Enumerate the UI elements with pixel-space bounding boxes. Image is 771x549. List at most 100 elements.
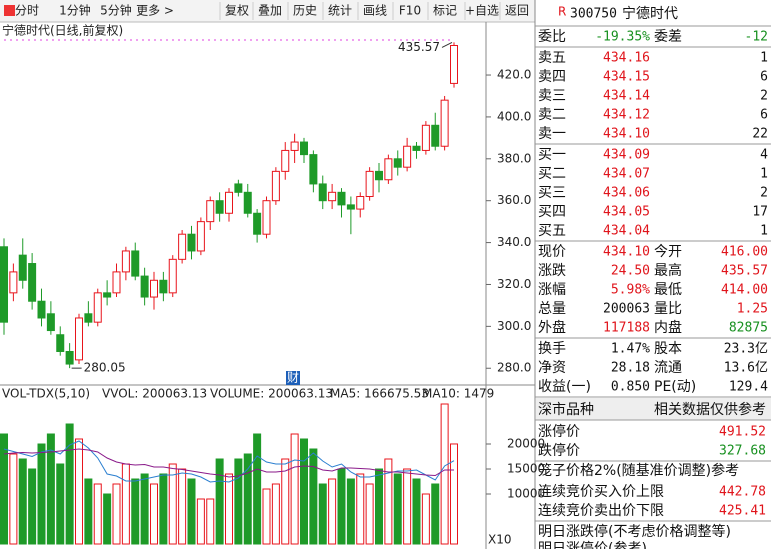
- candle-body: [337, 191, 346, 206]
- label: 买四: [538, 204, 566, 220]
- candle-body: [253, 212, 262, 235]
- candle-body: [178, 233, 187, 260]
- toolbar-button[interactable]: 1分钟: [59, 3, 91, 18]
- volume-bar: [112, 483, 121, 545]
- volume-bar: [356, 473, 365, 545]
- volume-bar: [150, 483, 158, 545]
- candle-body: [9, 271, 18, 294]
- volume-bar: [375, 468, 383, 545]
- toolbar-button[interactable]: 画线: [363, 4, 387, 18]
- volume: 1: [760, 167, 768, 182]
- toolbar-button[interactable]: 返回: [505, 4, 529, 18]
- label: 今开: [654, 244, 682, 260]
- label: 买五: [538, 223, 566, 239]
- toolbar-button[interactable]: 历史: [293, 4, 317, 18]
- volume: 6: [760, 70, 768, 85]
- marker-box[interactable]: [286, 371, 300, 385]
- price: 434.10: [603, 127, 650, 142]
- volume: 2: [760, 186, 768, 201]
- marker[interactable]: 财: [287, 371, 299, 385]
- price: 434.07: [603, 167, 650, 182]
- price: 434.04: [603, 224, 650, 239]
- toolbar-button[interactable]: 5分钟: [100, 3, 132, 18]
- volume-bar: [234, 458, 243, 545]
- value: 28.18: [611, 361, 650, 376]
- candle-body: [346, 204, 355, 210]
- candle-body: [65, 350, 74, 365]
- candle-body: [215, 200, 224, 214]
- value: -19.35%: [595, 30, 650, 45]
- ma-line: [3, 448, 455, 478]
- candle-body: [187, 233, 196, 252]
- candle-body: [206, 200, 215, 223]
- volume-bar: [103, 493, 112, 545]
- value: 442.78: [719, 485, 766, 500]
- y-tick-label: 340.0: [497, 235, 531, 249]
- candle-body: [243, 191, 252, 214]
- toolbar-button[interactable]: 更多 >: [136, 4, 174, 18]
- label: 净资: [538, 360, 566, 376]
- high-pointer: [441, 41, 453, 48]
- price: 434.06: [603, 186, 650, 201]
- value: 1.25: [737, 302, 768, 317]
- y-tick-label: 320.0: [497, 277, 531, 291]
- candle-body: [421, 124, 430, 151]
- candle-body: [431, 124, 440, 147]
- y-tick-label: 300.0: [497, 319, 531, 333]
- candle-body: [375, 170, 383, 181]
- vol-header: VOL-TDX(5,10): [2, 387, 90, 401]
- value: 24.50: [611, 264, 650, 279]
- y-tick-label: 10000: [507, 487, 545, 501]
- volume-bar: [187, 478, 196, 545]
- candle-body: [262, 200, 271, 235]
- volume-bar: [403, 468, 412, 545]
- volume-bar: [243, 453, 252, 545]
- volume-bar: [337, 468, 346, 545]
- label: 外盘: [538, 319, 566, 336]
- volume-bar: [262, 488, 271, 545]
- volume-bar: [253, 433, 262, 545]
- y-tick-label: 280.0: [497, 361, 531, 375]
- value: 414.00: [721, 283, 768, 298]
- volume-bar: [131, 478, 140, 545]
- volume: 6: [760, 108, 768, 123]
- toolbar-button[interactable]: 统计: [328, 4, 352, 18]
- high-label: 435.57: [398, 40, 440, 54]
- value: -12: [745, 30, 768, 45]
- market-note: 相关数据仅供参考: [654, 401, 766, 418]
- toolbar-button[interactable]: +自选: [465, 4, 499, 18]
- toolbar-button[interactable]: 标记: [433, 4, 457, 18]
- label: 买一: [538, 147, 566, 163]
- toolbar-button[interactable]: 复权: [225, 4, 249, 18]
- vol-header: VVOL: 200063.13: [102, 387, 207, 401]
- label: 委差: [654, 29, 682, 45]
- label: 卖五: [538, 50, 566, 66]
- volume: 2: [760, 89, 768, 104]
- volume-bar: [328, 478, 337, 545]
- label: 涨跌: [538, 263, 566, 279]
- label: 买二: [538, 166, 566, 182]
- toolbar-button[interactable]: F10: [399, 4, 421, 18]
- vol-header: VOLUME: 200063.13: [210, 387, 333, 401]
- candle-body: [300, 141, 308, 156]
- value: 82875: [729, 321, 768, 336]
- volume-bar: [290, 433, 299, 545]
- volume-bar: [18, 458, 27, 545]
- value: 435.57: [721, 264, 768, 279]
- toolbar-button[interactable]: 分时: [15, 4, 39, 18]
- toolbar-button[interactable]: 叠加: [258, 4, 282, 18]
- low-label: 280.05: [84, 361, 126, 375]
- volume: 1: [760, 224, 768, 239]
- candle-body: [37, 300, 46, 319]
- label: 股本: [654, 341, 682, 357]
- volume-bar: [206, 498, 215, 545]
- label: 收益(一): [538, 379, 591, 395]
- price: 434.15: [603, 70, 650, 85]
- volume-bar: [84, 478, 93, 545]
- tomorrow-title: 明日涨跌停(不考虑价格调整等): [538, 523, 731, 540]
- candle-body: [196, 221, 205, 252]
- label: 卖四: [538, 69, 566, 85]
- candle-body: [309, 154, 318, 185]
- candle-body: [18, 254, 27, 281]
